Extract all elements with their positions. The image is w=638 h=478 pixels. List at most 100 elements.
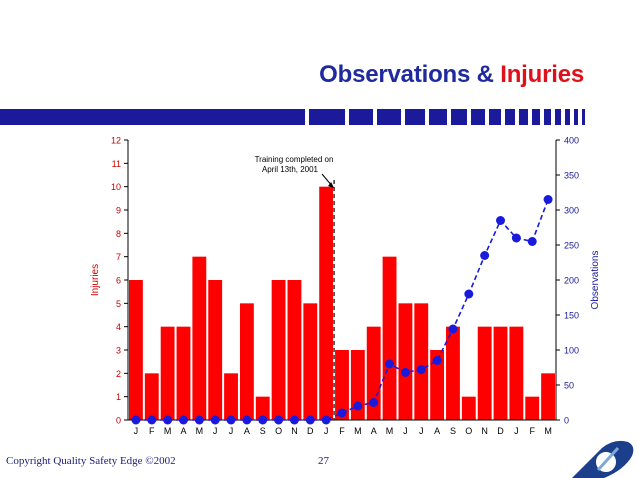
y-tick-label-right: 350	[564, 171, 579, 181]
point-observations	[543, 195, 553, 204]
bar-injuries	[509, 326, 524, 420]
point-observations	[258, 415, 268, 425]
x-tick-label: A	[180, 426, 186, 436]
header-band	[0, 109, 585, 125]
y-tick-label-left: 4	[116, 322, 121, 332]
y-tick-label-right: 400	[564, 136, 579, 146]
band-block	[0, 109, 305, 125]
x-tick-label: O	[275, 426, 282, 436]
x-tick-label: J	[134, 426, 139, 436]
bar-injuries	[319, 186, 334, 420]
point-observations	[163, 415, 173, 425]
point-observations	[448, 324, 458, 334]
title-observations: Observations	[319, 61, 471, 88]
x-tick-label: A	[371, 426, 377, 436]
band-block	[555, 109, 561, 125]
x-tick-label: J	[229, 426, 234, 436]
point-observations	[496, 216, 506, 225]
point-observations	[226, 415, 236, 425]
y-tick-label-right: 250	[564, 241, 579, 251]
y-axis-title-left: Injuries	[90, 264, 101, 296]
point-observations	[400, 367, 410, 377]
x-tick-label: D	[497, 426, 504, 436]
x-tick-label: F	[529, 426, 535, 436]
bar-injuries	[493, 326, 508, 420]
x-tick-label: A	[434, 426, 440, 436]
point-observations	[178, 415, 188, 425]
annotation-text-line1: Training completed on	[255, 155, 334, 164]
band-block	[544, 109, 551, 125]
bar-injuries	[525, 396, 540, 420]
band-block	[405, 109, 425, 125]
band-block	[532, 109, 540, 125]
x-tick-label: F	[339, 426, 345, 436]
bar-injuries	[350, 350, 365, 420]
point-observations	[527, 237, 537, 246]
point-observations	[321, 415, 331, 425]
x-tick-label: A	[244, 426, 250, 436]
logo-icon	[572, 440, 634, 478]
point-observations	[416, 365, 426, 375]
point-observations	[480, 251, 490, 260]
bar-injuries	[366, 326, 381, 420]
bar-injuries	[208, 280, 223, 420]
bar-injuries	[224, 373, 238, 420]
y-tick-label-left: 1	[116, 392, 121, 402]
x-tick-label: F	[149, 426, 155, 436]
y-tick-label-left: 5	[116, 299, 121, 309]
y-tick-label-left: 9	[116, 206, 121, 216]
x-tick-label: N	[481, 426, 488, 436]
bar-injuries	[477, 326, 492, 420]
y-tick-label-left: 0	[116, 416, 121, 426]
title-ampersand: &	[470, 61, 501, 88]
title-injuries: Injuries	[500, 61, 584, 88]
band-block	[582, 109, 585, 125]
bar-injuries	[430, 350, 445, 420]
band-block	[309, 109, 345, 125]
point-observations	[242, 415, 252, 425]
observations-injuries-chart: 0123456789101112050100150200250300350400…	[90, 136, 601, 437]
bar-injuries	[255, 396, 270, 420]
point-observations	[369, 398, 379, 407]
point-observations	[353, 401, 363, 411]
band-block	[429, 109, 447, 125]
point-observations	[194, 415, 204, 425]
y-axis-title-right: Observations	[590, 251, 601, 310]
bar-injuries	[382, 256, 397, 420]
y-tick-label-left: 7	[116, 252, 121, 262]
x-tick-label: O	[465, 426, 472, 436]
y-tick-label-left: 11	[112, 159, 121, 169]
y-tick-label-right: 150	[564, 311, 579, 321]
y-tick-label-left: 10	[111, 182, 121, 192]
y-tick-label-right: 50	[564, 381, 574, 391]
point-observations	[305, 415, 315, 425]
band-block	[489, 109, 501, 125]
bar-injuries	[541, 373, 555, 420]
bar-injuries	[446, 326, 460, 420]
x-tick-label: M	[386, 426, 394, 436]
band-block	[519, 109, 528, 125]
band-block	[505, 109, 515, 125]
band-block	[451, 109, 467, 125]
x-tick-label: M	[196, 426, 204, 436]
y-tick-label-left: 6	[116, 276, 121, 286]
y-tick-label-right: 200	[564, 276, 579, 286]
band-block	[377, 109, 401, 125]
x-tick-label: J	[324, 426, 329, 436]
point-observations	[274, 415, 284, 425]
x-tick-label: S	[450, 426, 456, 436]
band-block	[565, 109, 570, 125]
point-observations	[432, 356, 442, 365]
bar-injuries	[129, 280, 143, 420]
x-tick-label: J	[213, 426, 218, 436]
x-tick-label: M	[354, 426, 362, 436]
x-tick-label: J	[403, 426, 408, 436]
y-tick-label-left: 2	[116, 369, 121, 379]
point-observations	[210, 415, 220, 425]
y-tick-label-right: 300	[564, 206, 579, 216]
line-observations	[135, 199, 549, 421]
x-tick-label: J	[419, 426, 424, 436]
y-tick-label-right: 100	[564, 346, 579, 356]
bar-injuries	[160, 326, 175, 420]
y-tick-label-right: 0	[564, 416, 569, 426]
